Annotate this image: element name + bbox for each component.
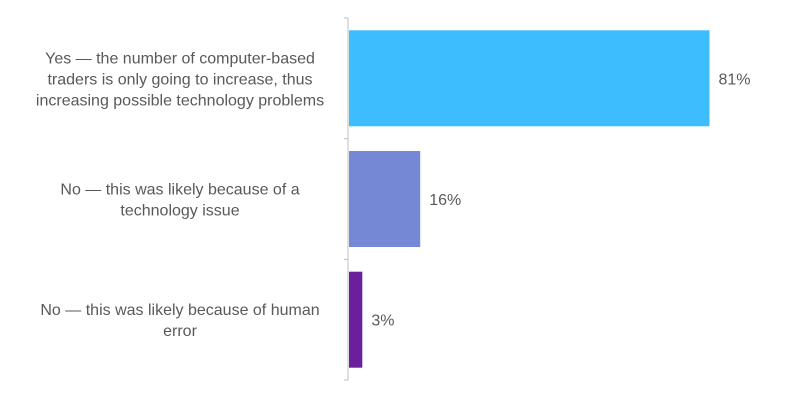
bar-1 [349,30,710,127]
value-label-1: 81% [719,71,751,88]
category-label-line: Yes — the number of computer-based [45,50,315,67]
category-label-line: increasing possible technology problems [36,92,324,109]
category-label-1: Yes — the number of computer-based trader… [36,50,324,109]
category-axis [344,17,349,381]
category-label-line: No — this was likely because of human [40,302,319,319]
bars [349,30,710,368]
bar-2 [349,151,421,247]
value-label-2: 16% [429,192,461,209]
category-label-line: No — this was likely because of a [60,182,299,199]
category-labels: Yes — the number of computer-based trader… [36,50,324,340]
category-label-3: No — this was likely because of human err… [40,302,319,340]
bar-3 [349,271,363,368]
value-labels: 81% 16% 3% [371,71,750,329]
category-label-2: No — this was likely because of a technol… [60,182,299,220]
category-label-line: error [163,323,197,340]
category-label-line: traders is only going to increase, thus [47,71,312,88]
category-label-line: technology issue [120,203,239,220]
value-label-3: 3% [371,313,394,330]
